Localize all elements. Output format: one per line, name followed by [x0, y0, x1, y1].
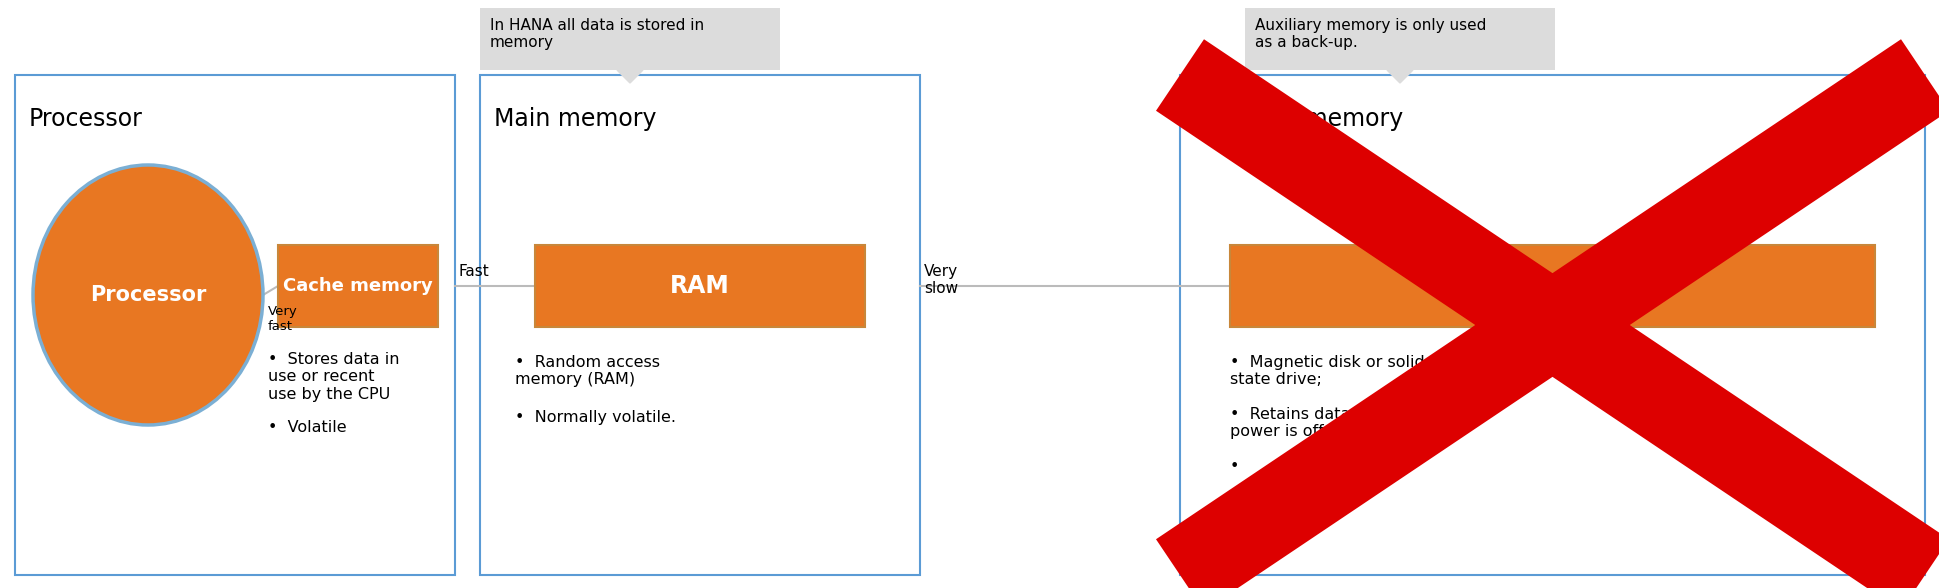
FancyBboxPatch shape	[1229, 245, 1873, 327]
Text: RAM: RAM	[669, 274, 729, 298]
Text: Cache memory: Cache memory	[283, 277, 432, 295]
Text: Auxiliary memory: Auxiliary memory	[1192, 107, 1402, 131]
Text: •  Volatile: • Volatile	[268, 420, 347, 435]
Polygon shape	[1386, 70, 1412, 83]
FancyBboxPatch shape	[1179, 75, 1923, 575]
Text: In HANA all data is stored in
memory: In HANA all data is stored in memory	[491, 18, 704, 51]
Text: Auxiliary memory is only used
as a back-up.: Auxiliary memory is only used as a back-…	[1255, 18, 1485, 51]
FancyBboxPatch shape	[535, 245, 865, 327]
Text: •  Normally volatile.: • Normally volatile.	[514, 410, 675, 425]
Text: Main memory: Main memory	[494, 107, 655, 131]
Text: •  Random access
memory (RAM): • Random access memory (RAM)	[514, 355, 659, 387]
Text: Fast: Fast	[460, 264, 489, 279]
FancyBboxPatch shape	[16, 75, 456, 575]
Text: •  Stores data in
use or recent
use by the CPU: • Stores data in use or recent use by th…	[268, 352, 399, 402]
FancyBboxPatch shape	[479, 75, 919, 575]
Polygon shape	[617, 70, 642, 83]
Ellipse shape	[33, 165, 264, 425]
FancyBboxPatch shape	[479, 8, 779, 70]
Text: Processor: Processor	[89, 285, 206, 305]
Text: Processor: Processor	[29, 107, 143, 131]
Text: Hard drive: Hard drive	[1481, 274, 1621, 298]
FancyBboxPatch shape	[1245, 8, 1555, 70]
FancyBboxPatch shape	[277, 245, 438, 327]
Text: Very
fast: Very fast	[268, 305, 297, 333]
Text: Very
slow: Very slow	[923, 264, 958, 296]
Text: •: •	[1229, 459, 1239, 474]
Text: •  Magnetic disk or solid
state drive;: • Magnetic disk or solid state drive;	[1229, 355, 1423, 387]
Text: •  Retains data when
power is off;: • Retains data when power is off;	[1229, 407, 1398, 439]
